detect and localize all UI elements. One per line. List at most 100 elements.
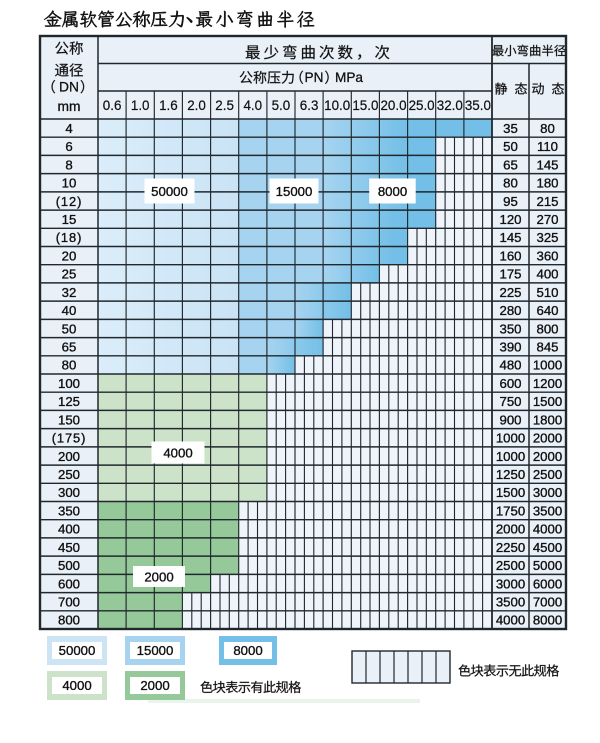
svg-text:3000: 3000 <box>533 485 562 500</box>
svg-text:8000: 8000 <box>533 613 562 628</box>
svg-text:2000: 2000 <box>533 431 562 446</box>
svg-text:4: 4 <box>65 121 72 136</box>
svg-text:80: 80 <box>503 176 518 191</box>
svg-text:350: 350 <box>499 321 521 336</box>
svg-text:1800: 1800 <box>533 412 562 427</box>
svg-text:15.0: 15.0 <box>352 98 378 113</box>
svg-text:1250: 1250 <box>496 467 525 482</box>
svg-text:800: 800 <box>58 613 80 628</box>
svg-text:40: 40 <box>62 303 77 318</box>
svg-text:3500: 3500 <box>496 595 525 610</box>
svg-text:15: 15 <box>62 212 77 227</box>
svg-text:80: 80 <box>540 121 555 136</box>
svg-text:35: 35 <box>503 121 518 136</box>
svg-text:1.0: 1.0 <box>131 98 150 113</box>
svg-text:0.6: 0.6 <box>103 98 122 113</box>
svg-text:6.3: 6.3 <box>300 98 319 113</box>
svg-text:600: 600 <box>58 576 80 591</box>
svg-text:65: 65 <box>503 157 518 172</box>
svg-text:800: 800 <box>536 321 558 336</box>
svg-text:15000: 15000 <box>276 184 313 199</box>
svg-text:125: 125 <box>58 394 80 409</box>
svg-text:25.0: 25.0 <box>409 98 435 113</box>
svg-text:2000: 2000 <box>144 569 173 584</box>
svg-text:1200: 1200 <box>533 376 562 391</box>
svg-text:225: 225 <box>499 285 521 300</box>
svg-text:215: 215 <box>536 194 558 209</box>
svg-text:250: 250 <box>58 467 80 482</box>
svg-text:2000: 2000 <box>140 678 169 693</box>
svg-text:6000: 6000 <box>533 576 562 591</box>
svg-text:5.0: 5.0 <box>272 98 291 113</box>
svg-text:700: 700 <box>58 595 80 610</box>
svg-text:PN: PN <box>305 70 324 85</box>
svg-text:400: 400 <box>536 267 558 282</box>
svg-text:1000: 1000 <box>496 431 525 446</box>
svg-text:2500: 2500 <box>496 558 525 573</box>
svg-text:120: 120 <box>499 212 521 227</box>
svg-text:2250: 2250 <box>496 540 525 555</box>
svg-text:100: 100 <box>58 376 80 391</box>
svg-text:35.0: 35.0 <box>465 98 491 113</box>
svg-text:50000: 50000 <box>151 184 188 199</box>
svg-text:500: 500 <box>58 558 80 573</box>
svg-text:350: 350 <box>58 503 80 518</box>
svg-text:4000: 4000 <box>62 678 91 693</box>
svg-text:80: 80 <box>62 358 77 373</box>
svg-text:2000: 2000 <box>496 522 525 537</box>
svg-text:900: 900 <box>499 412 521 427</box>
svg-text:50: 50 <box>503 139 518 154</box>
svg-text:1000: 1000 <box>496 449 525 464</box>
svg-text:600: 600 <box>499 376 521 391</box>
svg-text:2.5: 2.5 <box>215 98 234 113</box>
svg-text:750: 750 <box>499 394 521 409</box>
svg-text:50: 50 <box>62 321 77 336</box>
svg-text:10: 10 <box>62 176 77 191</box>
svg-text:270: 270 <box>536 212 558 227</box>
svg-text:50000: 50000 <box>59 643 96 658</box>
svg-text:7000: 7000 <box>533 595 562 610</box>
svg-text:110: 110 <box>537 139 558 154</box>
svg-text:4000: 4000 <box>496 613 525 628</box>
svg-text:4000: 4000 <box>163 445 192 460</box>
svg-text:845: 845 <box>536 340 558 355</box>
svg-text:8000: 8000 <box>233 643 262 658</box>
svg-text:(18): (18) <box>56 230 83 245</box>
svg-text:95: 95 <box>503 194 518 209</box>
svg-text:2500: 2500 <box>533 467 562 482</box>
svg-text:32: 32 <box>62 285 77 300</box>
svg-text:mm: mm <box>58 99 81 114</box>
svg-text:1.6: 1.6 <box>159 98 178 113</box>
svg-text:145: 145 <box>499 230 521 245</box>
svg-text:145: 145 <box>536 157 558 172</box>
svg-text:450: 450 <box>58 540 80 555</box>
svg-text:160: 160 <box>499 248 521 263</box>
svg-text:65: 65 <box>62 340 77 355</box>
svg-text:3500: 3500 <box>533 503 562 518</box>
svg-text:1500: 1500 <box>533 394 562 409</box>
svg-text:8000: 8000 <box>378 184 407 199</box>
svg-text:200: 200 <box>58 449 80 464</box>
svg-text:DN: DN <box>59 80 79 95</box>
svg-text:3000: 3000 <box>496 576 525 591</box>
svg-text:15000: 15000 <box>137 643 174 658</box>
svg-text:(175): (175) <box>52 431 87 446</box>
svg-text:20.0: 20.0 <box>380 98 406 113</box>
svg-text:150: 150 <box>58 412 80 427</box>
svg-text:4500: 4500 <box>533 540 562 555</box>
svg-text:8: 8 <box>65 157 72 172</box>
svg-text:325: 325 <box>536 230 558 245</box>
svg-text:20: 20 <box>62 248 77 263</box>
svg-text:180: 180 <box>536 176 558 191</box>
svg-text:4.0: 4.0 <box>243 98 262 113</box>
svg-text:1750: 1750 <box>496 503 525 518</box>
svg-text:1000: 1000 <box>533 358 562 373</box>
svg-text:280: 280 <box>499 303 521 318</box>
svg-text:510: 510 <box>536 285 558 300</box>
svg-text:5000: 5000 <box>533 558 562 573</box>
svg-text:300: 300 <box>58 485 80 500</box>
svg-text:360: 360 <box>536 248 558 263</box>
svg-text:4000: 4000 <box>533 522 562 537</box>
svg-text:175: 175 <box>499 267 521 282</box>
svg-text:(12): (12) <box>56 194 83 209</box>
